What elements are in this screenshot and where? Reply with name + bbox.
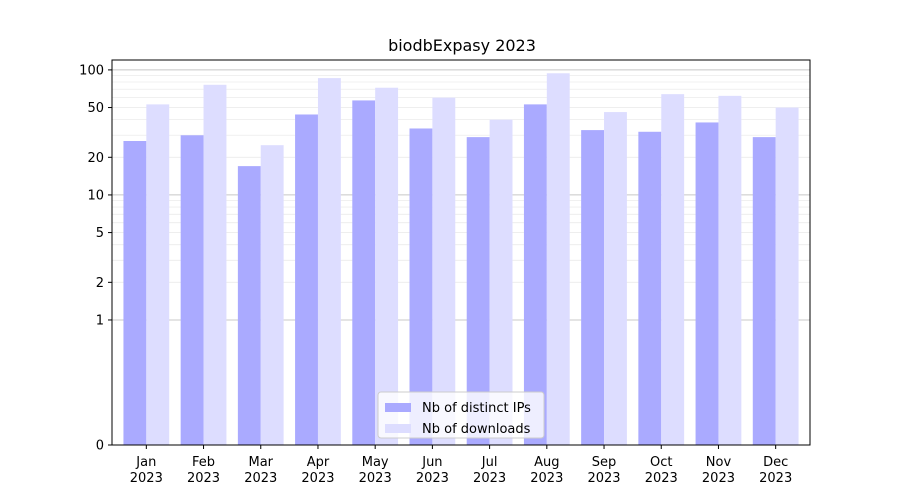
- bar-downloads: [146, 104, 170, 445]
- bar-downloads: [432, 97, 456, 445]
- bar-distinct-ips: [638, 131, 662, 445]
- bar-distinct-ips: [752, 137, 776, 445]
- bar-distinct-ips: [523, 104, 547, 445]
- bar-downloads: [489, 119, 513, 446]
- bar-distinct-ips: [295, 114, 318, 445]
- y-tick-label: 2: [96, 276, 104, 291]
- x-tick-label: Jul 2023: [473, 455, 506, 486]
- bar-distinct-ips: [352, 100, 376, 445]
- bar-downloads: [375, 87, 399, 445]
- y-tick-label: 1: [96, 313, 104, 328]
- y-tick-label: 0: [96, 439, 104, 454]
- bar-downloads: [546, 73, 570, 446]
- x-tick-label: Nov 2023: [702, 455, 735, 486]
- legend-label: Nb of distinct IPs: [422, 401, 531, 416]
- legend-swatch: [385, 424, 411, 433]
- bar-distinct-ips: [581, 130, 605, 445]
- y-tick-label: 50: [87, 101, 104, 116]
- bar-distinct-ips: [237, 166, 261, 445]
- y-tick-label: 5: [96, 226, 104, 241]
- y-tick-label: 100: [79, 63, 104, 78]
- bars: [123, 73, 799, 446]
- legend-box: [377, 391, 545, 439]
- x-tick-label: Jun 2023: [416, 455, 449, 486]
- bar-distinct-ips: [409, 128, 433, 445]
- bar-downloads: [775, 107, 799, 446]
- grid-lines: [112, 69, 810, 321]
- bar-downloads: [718, 95, 742, 446]
- bar-distinct-ips: [695, 122, 719, 445]
- x-tick-label: Apr 2023: [301, 455, 334, 486]
- bar-distinct-ips: [180, 135, 204, 445]
- x-tick-label: Sep 2023: [587, 455, 620, 486]
- x-tick-label: May 2023: [359, 455, 392, 486]
- bar-downloads: [203, 84, 227, 445]
- x-tick-label: Mar 2023: [244, 455, 277, 486]
- chart-title: biodbExpasy 2023: [388, 36, 536, 55]
- x-tick-label: Jan 2023: [130, 455, 163, 486]
- legend-label: Nb of downloads: [422, 422, 531, 437]
- bar-distinct-ips: [123, 140, 147, 445]
- legend-swatch: [385, 403, 411, 412]
- y-axis: 0 1 2 5 10 20 50 100: [79, 63, 112, 454]
- y-tick-label: 20: [87, 151, 104, 166]
- x-tick-label: Dec 2023: [759, 455, 792, 486]
- x-tick-label: Oct 2023: [645, 455, 678, 486]
- axes-frame: [111, 59, 811, 446]
- legend: Nb of distinct IPs Nb of downloads: [377, 391, 545, 439]
- y-tick-label: 10: [87, 188, 104, 203]
- bar-downloads: [661, 94, 685, 446]
- x-axis: Jan 2023 Feb 2023 Mar 2023 Apr 2023 May 2023 Jun 20…: [130, 445, 792, 486]
- bar-downloads: [317, 78, 341, 446]
- bar-downloads: [604, 112, 627, 445]
- x-tick-label: Aug 2023: [530, 455, 563, 486]
- x-tick-label: Feb 2023: [187, 455, 220, 486]
- bar-downloads: [260, 145, 284, 445]
- bar-distinct-ips: [466, 137, 490, 445]
